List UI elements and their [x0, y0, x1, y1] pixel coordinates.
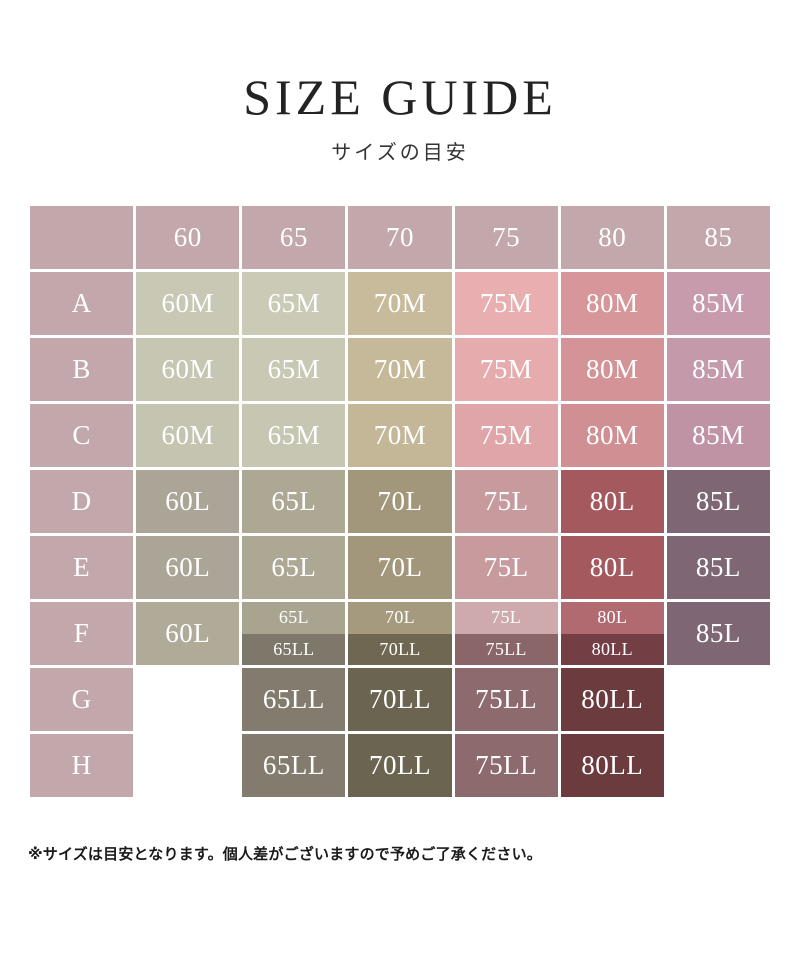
size-cell-B-65: 65M	[242, 338, 346, 401]
size-cell-F-60: 60L	[136, 602, 240, 665]
size-cell-D-60: 60L	[136, 470, 240, 533]
row-header-G: G	[30, 668, 134, 731]
size-cell-B-70: 70M	[348, 338, 452, 401]
size-cell-F-70: 70L 70LL	[348, 602, 452, 665]
size-cell-F-70-upper: 70L	[348, 602, 452, 634]
size-cell-A-70: 70M	[348, 272, 452, 335]
size-cell-F-65-lower: 65LL	[242, 633, 346, 665]
table-row: G 65LL 70LL 75LL 80LL	[30, 668, 770, 731]
size-cell-H-75: 75LL	[454, 734, 558, 797]
table-row: F 60L 65L 65LL 70L 70LL 75L 75LL 80L 80LL 85L	[30, 602, 770, 665]
size-cell-H-80: 80LL	[560, 734, 664, 797]
column-header-60: 60	[136, 206, 240, 269]
column-header-85: 85	[666, 206, 770, 269]
row-header-E: E	[30, 536, 134, 599]
size-cell-E-75: 75L	[454, 536, 558, 599]
row-header-B: B	[30, 338, 134, 401]
size-cell-F-80-upper: 80L	[560, 602, 664, 634]
page-title: SIZE GUIDE	[243, 69, 557, 125]
size-cell-D-85: 85L	[666, 470, 770, 533]
size-cell-G-65: 65LL	[242, 668, 346, 731]
table-row: A 60M 65M 70M 75M 80M 85M	[30, 272, 770, 335]
table-header-row: 60 65 70 75 80 85	[30, 206, 770, 269]
size-cell-A-85: 85M	[666, 272, 770, 335]
size-cell-H-65: 65LL	[242, 734, 346, 797]
row-header-H: H	[30, 734, 134, 797]
size-cell-G-75: 75LL	[454, 668, 558, 731]
table-corner-cell	[30, 206, 134, 269]
page-header: SIZE GUIDE サイズの目安	[0, 0, 800, 162]
size-cell-E-70: 70L	[348, 536, 452, 599]
size-cell-F-65-upper: 65L	[242, 602, 346, 634]
size-cell-A-60: 60M	[136, 272, 240, 335]
size-cell-A-75: 75M	[454, 272, 558, 335]
column-header-65: 65	[242, 206, 346, 269]
table-row: H 65LL 70LL 75LL 80LL	[30, 734, 770, 797]
size-cell-F-65: 65L 65LL	[242, 602, 346, 665]
size-cell-F-75-upper: 75L	[454, 602, 558, 634]
size-cell-G-85-empty	[667, 668, 770, 731]
size-cell-D-65: 65L	[242, 470, 346, 533]
size-cell-E-80: 80L	[560, 536, 664, 599]
size-cell-C-65: 65M	[242, 404, 346, 467]
size-cell-H-70: 70LL	[348, 734, 452, 797]
size-cell-F-75: 75L 75LL	[454, 602, 558, 665]
size-cell-C-70: 70M	[348, 404, 452, 467]
size-cell-D-80: 80L	[560, 470, 664, 533]
size-cell-C-75: 75M	[454, 404, 558, 467]
row-header-F: F	[30, 602, 134, 665]
size-table-header: 60 65 70 75 80 85	[30, 206, 770, 269]
size-cell-E-65: 65L	[242, 536, 346, 599]
size-cell-F-80: 80L 80LL	[560, 602, 664, 665]
size-table: 60 65 70 75 80 85 A 60M 65M 70M 75M 80M 85M B 60M 65M 7…	[27, 203, 773, 800]
size-cell-G-80: 80LL	[560, 668, 664, 731]
table-row: C 60M 65M 70M 75M 80M 85M	[30, 404, 770, 467]
size-cell-F-85: 85L	[666, 602, 770, 665]
size-cell-H-85-empty	[667, 734, 770, 797]
footnote-text: ※サイズは目安となります。個人差がございますので予めご了承ください。	[28, 845, 542, 863]
size-cell-C-60: 60M	[136, 404, 240, 467]
table-row: E 60L 65L 70L 75L 80L 85L	[30, 536, 770, 599]
column-header-75: 75	[454, 206, 558, 269]
size-table-container: 60 65 70 75 80 85 A 60M 65M 70M 75M 80M 85M B 60M 65M 7…	[27, 203, 773, 800]
size-table-body: A 60M 65M 70M 75M 80M 85M B 60M 65M 70M 75M 80M 85M C 6…	[30, 272, 770, 797]
size-cell-A-65: 65M	[242, 272, 346, 335]
size-cell-C-85: 85M	[666, 404, 770, 467]
size-cell-G-70: 70LL	[348, 668, 452, 731]
column-header-80: 80	[560, 206, 664, 269]
size-cell-E-60: 60L	[136, 536, 240, 599]
size-cell-C-80: 80M	[560, 404, 664, 467]
table-row: D 60L 65L 70L 75L 80L 85L	[30, 470, 770, 533]
row-header-A: A	[30, 272, 134, 335]
size-cell-F-75-lower: 75LL	[454, 633, 558, 665]
column-header-70: 70	[348, 206, 452, 269]
size-cell-G-60-empty	[136, 668, 239, 731]
size-cell-B-80: 80M	[560, 338, 664, 401]
size-cell-E-85: 85L	[666, 536, 770, 599]
size-cell-D-70: 70L	[348, 470, 452, 533]
size-cell-B-60: 60M	[136, 338, 240, 401]
size-cell-F-80-lower: 80LL	[560, 633, 664, 665]
size-cell-D-75: 75L	[454, 470, 558, 533]
size-cell-H-60-empty	[136, 734, 239, 797]
table-row: B 60M 65M 70M 75M 80M 85M	[30, 338, 770, 401]
row-header-C: C	[30, 404, 134, 467]
row-header-D: D	[30, 470, 134, 533]
size-cell-A-80: 80M	[560, 272, 664, 335]
size-cell-B-85: 85M	[666, 338, 770, 401]
size-cell-B-75: 75M	[454, 338, 558, 401]
size-cell-F-70-lower: 70LL	[348, 633, 452, 665]
page-subtitle: サイズの目安	[331, 140, 469, 164]
